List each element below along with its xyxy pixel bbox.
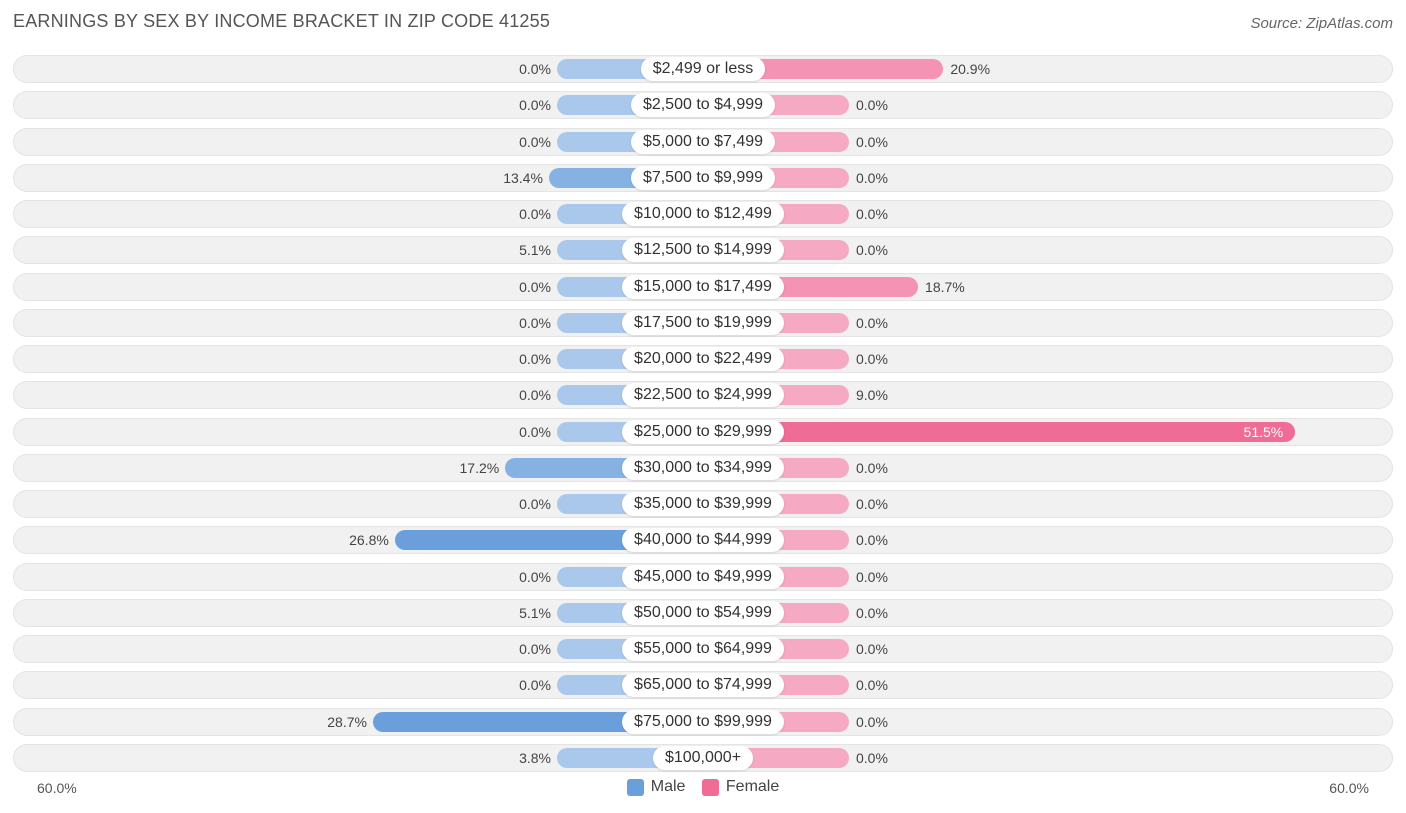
category-label: $55,000 to $64,999 (622, 637, 784, 661)
bar-female[interactable] (703, 422, 1296, 442)
category-label: $45,000 to $49,999 (622, 565, 784, 589)
value-label-female: 0.0% (856, 97, 888, 113)
category-label: $2,500 to $4,999 (630, 93, 776, 117)
value-label-male: 17.2% (459, 460, 500, 476)
value-label-female: 51.5% (1243, 424, 1284, 440)
category-label: $5,000 to $7,499 (630, 130, 776, 154)
value-label-female: 0.0% (856, 714, 888, 730)
value-label-female: 0.0% (856, 315, 888, 331)
value-label-male: 0.0% (519, 61, 551, 77)
axis-label-left: 60.0% (37, 780, 77, 796)
category-label: $30,000 to $34,999 (622, 456, 784, 480)
category-label: $10,000 to $12,499 (622, 202, 784, 226)
value-label-female: 9.0% (856, 387, 888, 403)
value-label-female: 0.0% (856, 242, 888, 258)
category-label: $7,500 to $9,999 (630, 166, 776, 190)
legend-label-male: Male (650, 778, 686, 795)
category-label: $22,500 to $24,999 (622, 383, 784, 407)
value-label-female: 0.0% (856, 206, 888, 222)
value-label-male: 5.1% (519, 605, 551, 621)
value-label-male: 3.8% (519, 750, 551, 766)
value-label-male: 0.0% (519, 97, 551, 113)
value-label-female: 0.0% (856, 532, 888, 548)
value-label-male: 0.0% (519, 206, 551, 222)
category-label: $100,000+ (652, 746, 754, 770)
value-label-female: 0.0% (856, 641, 888, 657)
category-label: $25,000 to $29,999 (622, 420, 784, 444)
category-label: $17,500 to $19,999 (622, 311, 784, 335)
value-label-male: 0.0% (519, 351, 551, 367)
bar-male[interactable] (372, 712, 703, 732)
category-label: $65,000 to $74,999 (622, 673, 784, 697)
category-label: $75,000 to $99,999 (622, 710, 784, 734)
value-label-female: 18.7% (925, 279, 965, 295)
category-label: $35,000 to $39,999 (622, 492, 784, 516)
value-label-male: 0.0% (519, 677, 551, 693)
value-label-female: 0.0% (856, 496, 888, 512)
value-label-female: 0.0% (856, 677, 888, 693)
category-label: $50,000 to $54,999 (622, 601, 784, 625)
value-label-male: 0.0% (519, 569, 551, 585)
legend-item-male[interactable]: Male (626, 778, 686, 796)
category-label: $15,000 to $17,499 (622, 275, 784, 299)
category-label: $12,500 to $14,999 (622, 238, 784, 262)
value-label-male: 0.0% (519, 387, 551, 403)
value-label-female: 0.0% (856, 569, 888, 585)
chart-title: EARNINGS BY SEX BY INCOME BRACKET IN ZIP… (13, 11, 551, 31)
value-label-male: 0.0% (519, 134, 551, 150)
value-label-female: 0.0% (856, 460, 888, 476)
value-label-female: 0.0% (856, 170, 888, 186)
value-label-male: 5.1% (519, 242, 551, 258)
value-label-female: 0.0% (856, 605, 888, 621)
chart-source: Source: ZipAtlas.com (1250, 15, 1393, 32)
legend: Male Female (0, 778, 1406, 801)
value-label-female: 20.9% (950, 61, 991, 77)
category-label: $40,000 to $44,999 (622, 528, 784, 552)
value-label-male: 28.7% (327, 714, 367, 730)
value-label-male: 0.0% (519, 424, 551, 440)
category-label: $2,499 or less (640, 57, 766, 81)
value-label-male: 0.0% (519, 279, 551, 295)
value-label-male: 0.0% (519, 315, 551, 331)
axis-label-right: 60.0% (1329, 780, 1369, 796)
value-label-female: 0.0% (856, 750, 888, 766)
legend-item-female[interactable]: Female (701, 778, 780, 796)
value-label-female: 0.0% (856, 134, 888, 150)
legend-label-female: Female (725, 778, 780, 795)
value-label-female: 0.0% (856, 351, 888, 367)
category-label: $20,000 to $22,499 (622, 347, 784, 371)
legend-swatch-female (701, 778, 719, 796)
legend-swatch-male (626, 778, 644, 796)
value-label-male: 26.8% (349, 532, 389, 548)
value-label-male: 13.4% (503, 170, 543, 186)
value-label-male: 0.0% (519, 641, 551, 657)
value-label-male: 0.0% (519, 496, 551, 512)
